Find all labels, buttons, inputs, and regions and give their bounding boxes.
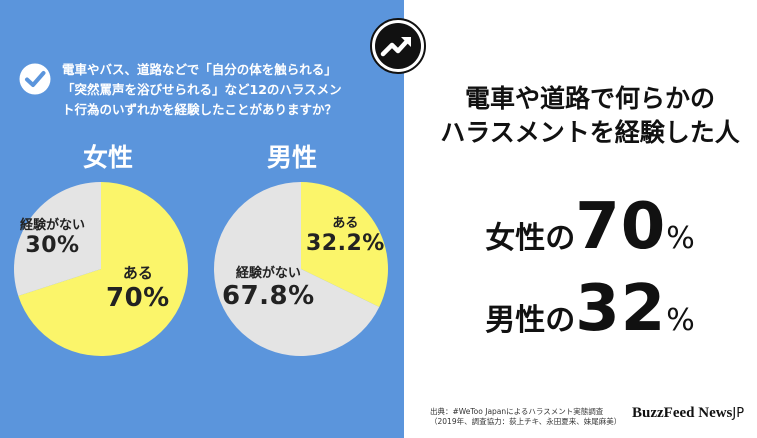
- source-line: （2019年、調査協力：荻上チキ、永田夏来、妹尾麻美）: [430, 417, 622, 426]
- headline-line: ハラスメントを経験した人: [440, 118, 740, 147]
- male-no-label: 経験がない 67.8%: [222, 262, 315, 311]
- male-yes-label: ある 32.2%: [306, 212, 385, 256]
- question-line: 電車やバス、道路などで「自分の体を触られる」: [62, 62, 337, 77]
- survey-question: 電車やバス、道路などで「自分の体を触られる」 「突然罵声を浴びせられる」など12…: [62, 60, 392, 120]
- female-stat-unit: %: [666, 221, 695, 256]
- male-pie-title: 男性: [266, 143, 317, 172]
- female-pie-slice-yes: [18, 182, 188, 356]
- male-stat-unit: %: [666, 303, 695, 338]
- female-no-text: 経験がない: [20, 218, 86, 233]
- checkmark-icon: [19, 63, 51, 95]
- female-yes-label: ある 70%: [106, 262, 170, 313]
- male-no-value: 67.8%: [222, 281, 315, 311]
- question-line: 「突然罵声を浴びせられる」など12のハラスメン: [62, 82, 342, 97]
- female-stat: 女性の70%: [430, 190, 750, 264]
- female-pie-slice-no: [13, 182, 102, 296]
- female-yes-value: 70%: [106, 283, 170, 313]
- source-line: 出典：#WeToo Japanによるハラスメント実態調査: [430, 407, 604, 416]
- headline-line: 電車や道路で何らかの: [464, 84, 715, 113]
- brand-logo: BuzzFeed NewsJP: [632, 405, 744, 422]
- male-stat: 男性の32%: [430, 272, 750, 346]
- female-stat-prefix: 女性の: [485, 221, 576, 256]
- female-yes-text: ある: [122, 264, 153, 282]
- male-yes-value: 32.2%: [306, 231, 385, 256]
- male-pie-slice-no: [214, 182, 380, 356]
- female-stat-value: 70: [575, 190, 667, 264]
- male-pie-chart: [214, 182, 388, 356]
- female-pie-title: 女性: [82, 143, 133, 172]
- headline: 電車や道路で何らかの ハラスメントを経験した人: [430, 82, 750, 150]
- female-no-value: 30%: [25, 233, 80, 258]
- source-note: 出典：#WeToo Japanによるハラスメント実態調査 （2019年、調査協力…: [430, 407, 621, 427]
- brand-name: BuzzFeed News: [632, 405, 733, 421]
- brand-suffix: JP: [732, 406, 745, 421]
- question-line: ト行為のいずれかを経験したことがありますか？: [62, 102, 338, 117]
- male-stat-value: 32: [575, 272, 667, 346]
- male-yes-text: ある: [332, 216, 359, 231]
- female-no-label: 経験がない 30%: [20, 214, 85, 258]
- female-pie-chart: [13, 182, 188, 356]
- survey-panel: 電車やバス、道路などで「自分の体を触られる」 「突然罵声を浴びせられる」など12…: [0, 0, 404, 438]
- male-stat-prefix: 男性の: [485, 303, 576, 338]
- buzzfeed-trending-icon: [370, 18, 426, 74]
- male-pie-slice-yes: [301, 182, 388, 308]
- male-no-text: 経験がない: [235, 266, 301, 281]
